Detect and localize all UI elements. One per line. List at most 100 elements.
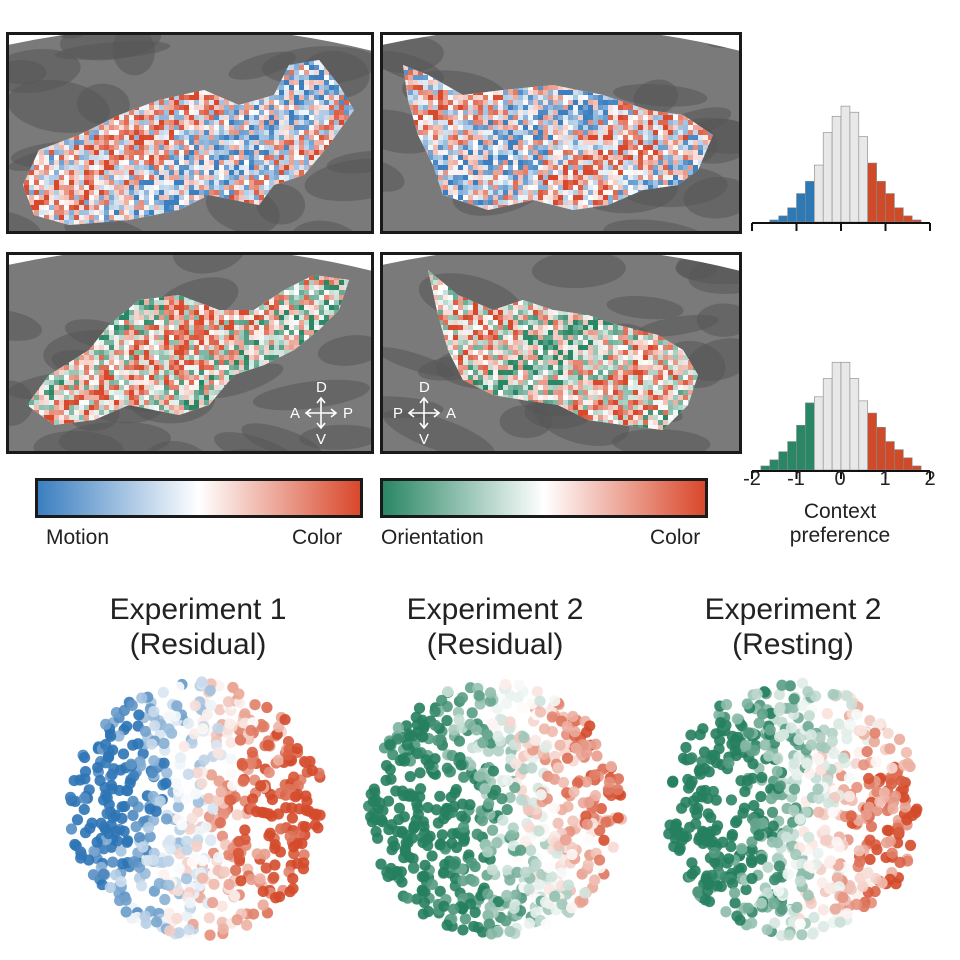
voxel [493,130,499,136]
voxel [598,95,604,101]
voxel [458,145,464,151]
voxel [553,110,559,116]
voxel [274,120,280,126]
voxel [428,135,434,141]
voxel [154,175,160,181]
voxel [448,135,454,141]
voxel [279,100,285,106]
voxel [274,170,280,176]
voxel [304,95,310,101]
voxel [483,125,489,131]
voxel [139,175,145,181]
voxel [663,125,669,131]
voxel [89,155,95,161]
voxel [299,75,305,81]
voxel [79,195,85,201]
voxel [633,130,639,136]
voxel [329,80,335,86]
voxel [99,145,105,151]
voxel [104,170,110,176]
voxel [109,160,115,166]
voxel [309,145,315,151]
voxel [134,120,140,126]
voxel [294,125,300,131]
voxel [693,135,699,141]
voxel [523,100,529,106]
voxel [583,95,589,101]
voxel [99,210,105,216]
voxel [189,180,195,186]
voxel [254,105,260,111]
voxel [59,205,65,211]
voxel [164,175,170,181]
voxel [314,95,320,101]
voxel [513,130,519,136]
voxel [558,135,564,141]
voxel [129,150,135,156]
voxel [443,100,449,106]
voxel [448,95,454,101]
voxel [34,195,40,201]
voxel [74,210,80,216]
voxel [64,195,70,201]
voxel [234,145,240,151]
voxel [533,90,539,96]
voxel [413,70,419,76]
voxel [443,110,449,116]
voxel [209,105,215,111]
voxel [413,110,419,116]
voxel [478,135,484,141]
voxel [94,170,100,176]
voxel [184,175,190,181]
voxel [84,205,90,211]
voxel [254,185,260,191]
voxel [109,190,115,196]
voxel [608,100,614,106]
voxel [603,115,609,121]
voxel [254,140,260,146]
voxel [438,135,444,141]
voxel [279,105,285,111]
voxel [299,80,305,86]
sulcus-shape [112,35,155,76]
voxel [204,95,210,101]
voxel [264,155,270,161]
voxel [458,130,464,136]
voxel [174,180,180,186]
voxel [154,170,160,176]
voxel [244,105,250,111]
voxel [573,100,579,106]
voxel [299,125,305,131]
voxel [79,180,85,186]
voxel [568,135,574,141]
voxel [114,155,120,161]
voxel [538,95,544,101]
voxel [508,110,514,116]
voxel [179,150,185,156]
voxel [119,115,125,121]
voxel [234,140,240,146]
voxel [119,180,125,186]
voxel [59,170,65,176]
voxel [54,185,60,191]
voxel [578,140,584,146]
voxel [339,110,345,116]
voxel [124,215,130,221]
voxel [114,190,120,196]
voxel [468,120,474,126]
voxel [219,135,225,141]
voxel [149,110,155,116]
voxel [209,180,215,186]
voxel [109,180,115,186]
voxel [413,75,419,81]
voxel [204,160,210,166]
voxel [124,150,130,156]
voxel [443,145,449,151]
voxel [194,105,200,111]
voxel [673,125,679,131]
voxel [339,95,345,101]
voxel [608,110,614,116]
voxel [334,105,340,111]
voxel [284,175,290,181]
voxel [513,105,519,111]
